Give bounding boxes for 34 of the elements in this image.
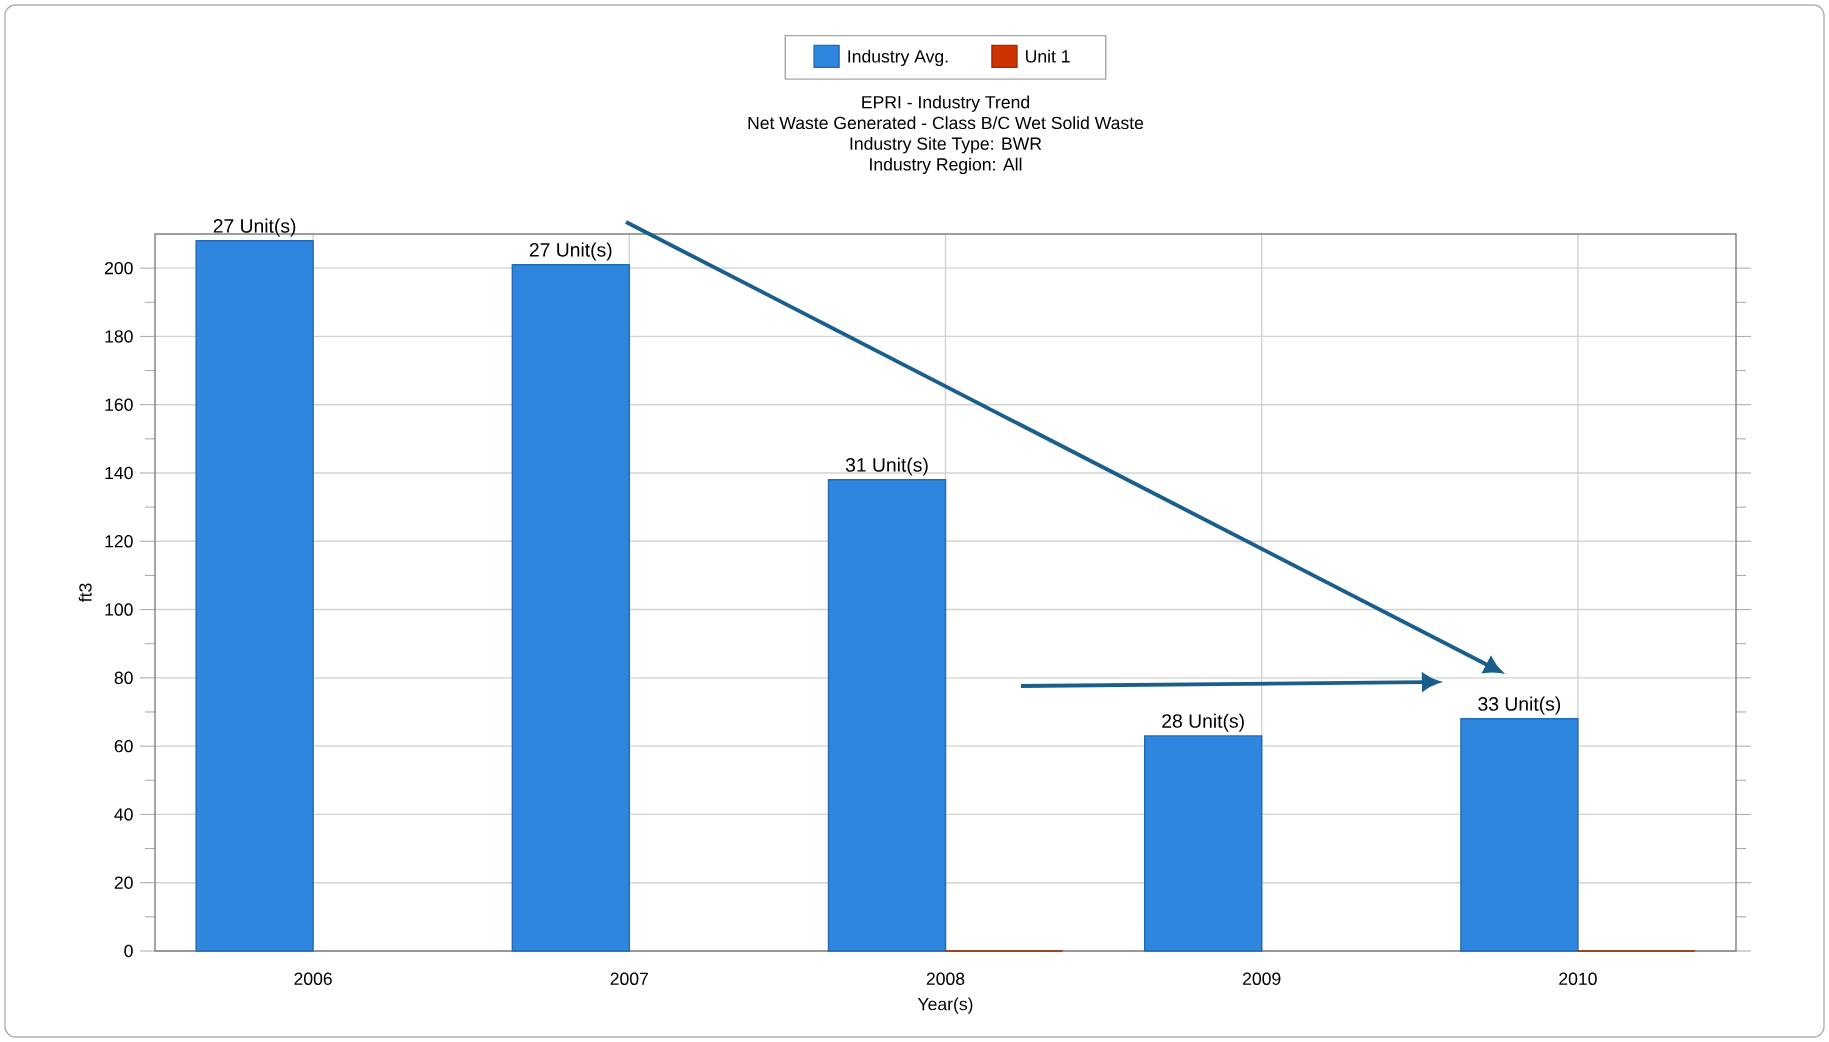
y-tick-label: 120 <box>105 535 133 548</box>
legend-label: Unit 1 <box>1026 49 1070 63</box>
annotation: 27 Unit(s) <box>529 242 612 261</box>
y-tick-label: 0 <box>124 944 133 958</box>
bar <box>1460 718 1579 952</box>
y-tick-label: 160 <box>105 398 133 411</box>
chart-subtitle: Net Waste Generated - Class B/C Wet Solid Waste <box>748 116 1144 130</box>
y-tick-label: 180 <box>105 330 133 343</box>
chart-title: EPRI - Industry Trend <box>862 95 1030 112</box>
x-tick-label: 2010 <box>1559 972 1597 985</box>
y-tick-label: 80 <box>114 671 133 685</box>
y-tick-label: 140 <box>105 466 133 480</box>
bar <box>1144 735 1263 952</box>
bar <box>511 264 631 952</box>
y-tick-label: 40 <box>114 808 133 821</box>
y-axis-title: ft3 <box>78 583 92 602</box>
y-tick-label: 20 <box>114 876 133 889</box>
x-tick-label: 2009 <box>1243 972 1281 985</box>
y-tick-label: 200 <box>105 261 133 275</box>
y-tick-label: 60 <box>114 739 133 753</box>
legend-label: Industry Avg. <box>848 49 948 67</box>
annotation: 31 Unit(s) <box>845 457 928 476</box>
x-tick-label: 2008 <box>926 972 965 985</box>
y-tick-label: 100 <box>105 603 133 616</box>
bar <box>827 479 947 952</box>
bar <box>195 240 314 952</box>
annotation: 28 Unit(s) <box>1162 713 1244 732</box>
x-tick-label: 2006 <box>294 972 332 985</box>
text: Industry Site Type: BWR <box>850 136 1042 154</box>
text: Industry Region: All <box>870 157 1022 175</box>
annotation: 27 Unit(s) <box>213 218 296 237</box>
annotation: 33 Unit(s) <box>1478 696 1561 715</box>
x-axis-title: Year(s) <box>917 997 973 1014</box>
x-tick-label: 2007 <box>610 972 648 985</box>
